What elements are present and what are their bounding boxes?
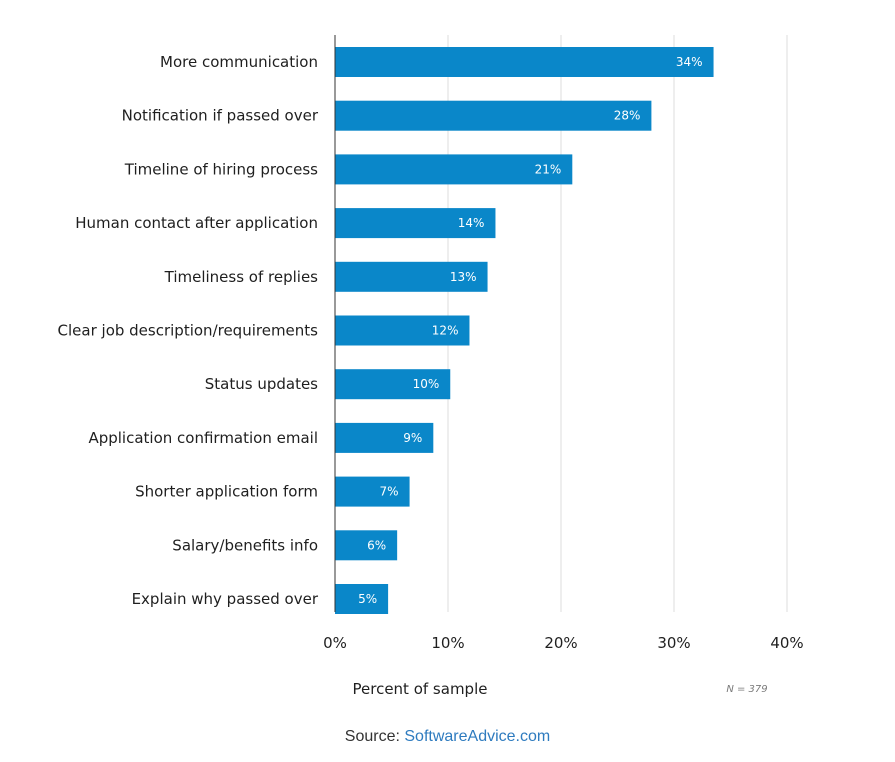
bar bbox=[335, 476, 410, 507]
category-label: Timeline of hiring process bbox=[124, 160, 318, 178]
bar-chart: More communication Notification if passed… bbox=[58, 35, 804, 698]
category-label: Timeliness of replies bbox=[164, 268, 319, 286]
data-label: 6% bbox=[367, 538, 386, 552]
bar bbox=[335, 530, 398, 561]
data-label: 13% bbox=[450, 270, 477, 284]
x-tick-label: 30% bbox=[657, 634, 690, 652]
bar bbox=[335, 315, 470, 346]
bar bbox=[335, 47, 714, 77]
sample-size-note: N = 379 bbox=[726, 684, 767, 695]
data-label: 12% bbox=[432, 324, 459, 338]
x-axis-title: Percent of sample bbox=[353, 680, 488, 698]
source-line: Source: SoftwareAdvice.com bbox=[0, 728, 895, 746]
bar bbox=[335, 154, 573, 185]
bar bbox=[335, 100, 652, 131]
data-label: 14% bbox=[458, 216, 485, 230]
bar bbox=[335, 422, 434, 453]
data-label: 28% bbox=[614, 109, 641, 123]
data-label: 10% bbox=[413, 377, 440, 391]
category-label: Human contact after application bbox=[75, 214, 318, 232]
x-tick-label: 10% bbox=[431, 634, 464, 652]
source-link[interactable]: SoftwareAdvice.com bbox=[404, 728, 551, 745]
bars bbox=[335, 47, 714, 614]
bar bbox=[335, 261, 488, 292]
data-labels: 34% 28% 21% 14% 13% 12% 10% 9% 7% 6% 5% bbox=[358, 55, 702, 606]
category-label: Status updates bbox=[205, 375, 318, 393]
category-label: Salary/benefits info bbox=[172, 536, 318, 554]
category-label: More communication bbox=[160, 53, 318, 71]
source-prefix: Source: bbox=[344, 728, 405, 745]
bar bbox=[335, 369, 451, 400]
category-label: Explain why passed over bbox=[132, 590, 319, 608]
x-tick-label: 0% bbox=[323, 634, 347, 652]
category-label: Shorter application form bbox=[135, 483, 318, 501]
x-tick-label: 40% bbox=[770, 634, 803, 652]
data-label: 9% bbox=[403, 431, 422, 445]
category-labels: More communication Notification if passed… bbox=[58, 53, 319, 608]
data-label: 7% bbox=[380, 485, 399, 499]
x-tick-label: 20% bbox=[544, 634, 577, 652]
category-label: Notification if passed over bbox=[122, 107, 319, 125]
data-label: 34% bbox=[676, 55, 703, 69]
bar bbox=[335, 584, 389, 614]
x-tick-labels: 0% 10% 20% 30% 40% bbox=[323, 634, 804, 652]
category-label: Application confirmation email bbox=[88, 429, 318, 447]
bar bbox=[335, 208, 496, 239]
data-label: 5% bbox=[358, 592, 377, 606]
data-label: 21% bbox=[535, 162, 562, 176]
category-label: Clear job description/requirements bbox=[58, 322, 319, 340]
